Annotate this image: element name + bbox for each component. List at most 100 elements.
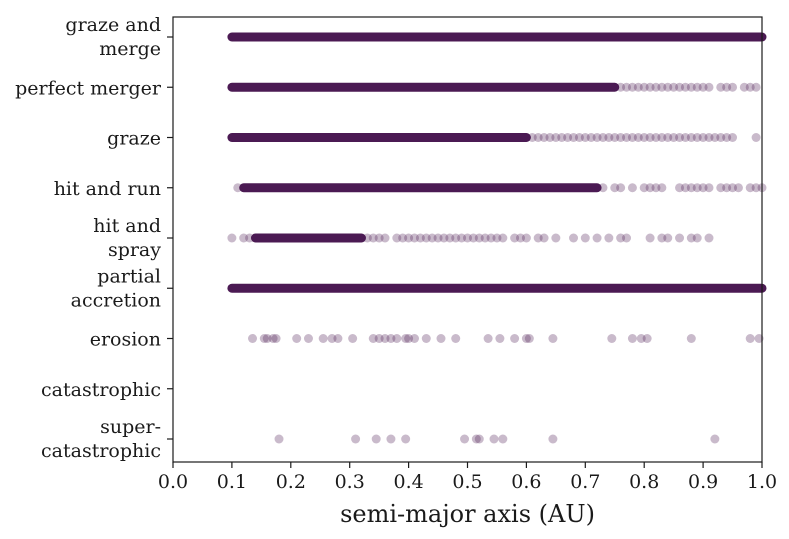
data-point [468, 233, 478, 243]
data-point [436, 334, 446, 343]
data-point [569, 233, 579, 243]
data-point [401, 434, 411, 444]
data-point [657, 183, 667, 193]
data-point [557, 133, 567, 142]
data-point [392, 334, 402, 343]
data-point [551, 233, 561, 243]
data-point [728, 183, 738, 193]
data-point [451, 233, 461, 243]
data-point [574, 133, 584, 142]
data-point [627, 183, 637, 193]
data-point [642, 334, 652, 343]
data-point [622, 82, 632, 92]
data-point [274, 434, 284, 444]
data-point [598, 183, 608, 193]
data-point [580, 233, 590, 243]
data-point [445, 233, 455, 243]
data-point [569, 133, 579, 142]
data-point [669, 133, 679, 142]
data-point [698, 82, 708, 92]
data-point [398, 233, 408, 243]
data-point [327, 334, 337, 343]
data-point [604, 133, 614, 142]
data-point [386, 434, 396, 444]
data-point [409, 233, 419, 243]
data-point [745, 82, 755, 92]
data-point [686, 133, 696, 142]
data-point [239, 233, 249, 243]
data-point [510, 233, 520, 243]
data-point [692, 82, 702, 92]
data-point [524, 334, 534, 343]
data-point [486, 233, 496, 243]
y-tick-label-graze: graze [107, 128, 161, 150]
data-point [380, 334, 390, 343]
data-point [427, 233, 437, 243]
data-point [645, 82, 655, 92]
data-point [639, 133, 649, 142]
data-point [371, 434, 381, 444]
x-tick-label: 0.6 [511, 471, 541, 493]
data-point [610, 183, 620, 193]
data-point [686, 334, 696, 343]
data-point [675, 133, 685, 142]
x-tick-label: 0.0 [158, 471, 188, 493]
data-point [245, 233, 255, 243]
y-tick-label-hit-and-spray: hit and spray [93, 215, 161, 261]
data-point [433, 233, 443, 243]
data-point [616, 233, 626, 243]
data-point [392, 233, 402, 243]
y-tick-label-partial-accretion: partial accretion [71, 265, 161, 311]
data-point [704, 82, 714, 92]
x-tick-label: 0.8 [629, 471, 659, 493]
data-point [548, 334, 558, 343]
data-point [716, 133, 726, 142]
data-point [333, 334, 343, 343]
data-point [471, 434, 481, 444]
data-point [303, 334, 313, 343]
data-point [421, 334, 431, 343]
data-point [675, 183, 685, 193]
x-axis: 0.0 0.1 0.2 0.3 0.4 0.5 0.6 0.7 0.8 0.9 1.0 [158, 462, 777, 493]
data-point [460, 434, 470, 444]
data-point [739, 82, 749, 92]
data-point [751, 133, 761, 142]
data-point [474, 233, 484, 243]
data-point [651, 183, 661, 193]
data-point [348, 334, 358, 343]
data-point [751, 82, 761, 92]
data-point [351, 434, 361, 444]
data-point [698, 133, 708, 142]
data-point [521, 334, 531, 343]
data-point [633, 133, 643, 142]
data-point [598, 133, 608, 142]
data-point [498, 434, 508, 444]
data-point [680, 133, 690, 142]
data-point [751, 183, 761, 193]
data-point [527, 133, 537, 142]
data-point [248, 334, 258, 343]
data-point [745, 183, 755, 193]
data-point [710, 133, 720, 142]
data-point [604, 233, 614, 243]
data-point [692, 233, 702, 243]
data-point [627, 133, 637, 142]
data-point [686, 82, 696, 92]
data-point [271, 334, 281, 343]
data-point [415, 233, 425, 243]
data-point [728, 133, 738, 142]
data-point [409, 334, 419, 343]
data-point [645, 183, 655, 193]
data-point [551, 133, 561, 142]
y-axis: graze and merge perfect merger graze hit and… [15, 14, 173, 462]
x-tick-label: 0.1 [217, 471, 247, 493]
data-point [698, 183, 708, 193]
x-tick-label: 0.3 [335, 471, 365, 493]
data-point [492, 233, 502, 243]
data-point [368, 233, 378, 243]
data-point [616, 82, 626, 92]
data-point [483, 334, 493, 343]
data-point [457, 233, 467, 243]
data-point [627, 82, 637, 92]
